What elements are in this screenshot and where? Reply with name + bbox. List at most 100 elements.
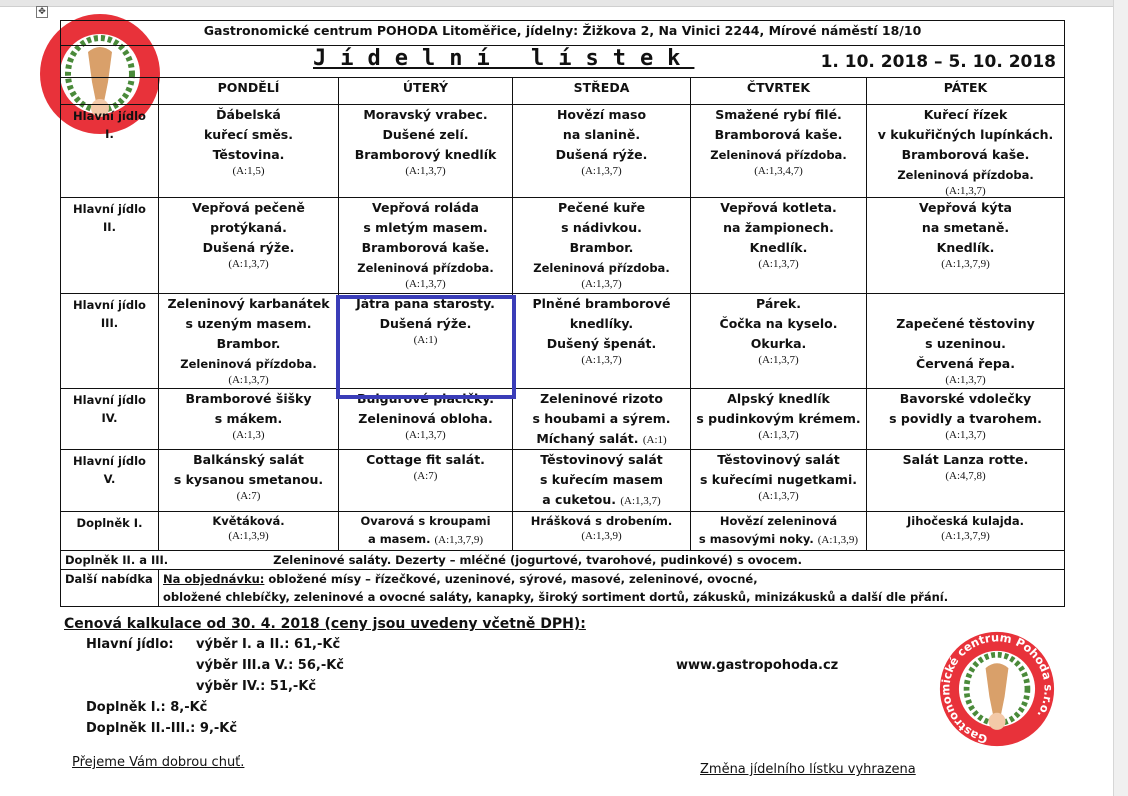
dish-text: Hovězí maso [556,107,647,122]
dish-text: Zeleninová přízdoba. [710,148,847,162]
dish-text: Zeleninová přízdoba. [897,168,1034,182]
order-label: Na objednávku: [163,572,265,586]
dish-line: Plněné bramborové [513,294,690,314]
menu-cell[interactable]: Alpský knedlík s pudinkovým krémem. (A:1,3… [690,388,867,450]
dish-line: s uzeným masem. [159,314,338,334]
dish-text: na smetaně. [921,220,1010,235]
menu-cell[interactable]: Hrášková s drobením. (A:1,3,9) [512,511,691,551]
dish-text: Zeleninová obloha. [358,411,493,426]
menu-cell[interactable]: Vepřová kýta na smetaně. Knedlík. (A:1,3,7,… [865,197,1066,294]
allergen-info: (A:1,3,7) [405,278,446,290]
menu-cell[interactable]: Zeleninové rizoto s houbami a sýrem. Mícha… [512,388,691,450]
menu-cell[interactable]: Salát Lanza rotte. (A:4,7,8) [865,449,1066,512]
dish-text: knedlíky. [569,316,634,331]
dish-line: Párek. [691,294,866,314]
wish-text: Přejeme Vám dobrou chuť. [72,755,245,770]
menu-cell[interactable]: Balkánský salát s kysanou smetanou. (A:7) [158,449,339,512]
menu-cell[interactable]: Moravský vrabec. Dušené zelí. Bramborový k… [338,104,513,198]
menu-cell[interactable]: Bramborové šišky s mákem. (A:1,3) [158,388,339,450]
dish-text: Vepřová kýta [919,200,1012,215]
menu-cell[interactable]: Jihočeská kulajda. (A:1,3,7,9) [865,511,1066,551]
allergen-info: (A:1,3,7) [228,374,269,386]
dish-text: Jihočeská kulajda. [906,514,1025,528]
menu-cell[interactable]: Játra pana starosty. Dušená rýže. (A:1) [338,293,513,389]
menu-cell[interactable]: Hovězí zeleninová s masovými noky. (A:1,3… [690,511,867,551]
dish-text: Dušená rýže. [555,147,648,162]
dish-line: Zeleninová přízdoba. [513,258,690,278]
dish-text: Čočka na kyselo. [719,316,838,331]
menu-cell[interactable]: Těstovinový salát s kuřecím masem a cuketo… [512,449,691,512]
dish-line: Cottage fit salát. [339,450,512,470]
dish-line: a cuketou. (A:1,3,7) [513,490,690,510]
row-label: Doplněk I. [60,511,159,551]
dish-text: a cuketou. [542,492,617,507]
menu-cell[interactable]: Smažené rybí filé. Bramborová kaše. Zeleni… [690,104,867,198]
menu-cell[interactable]: Kuřecí řízek v kukuřičných lupínkách. Bram… [865,104,1066,198]
menu-cell[interactable]: Bavorské vdolečky s povidly a tvarohem. (A… [865,388,1066,450]
menu-cell[interactable]: Pečené kuře s nádivkou. Brambor. Zeleninová… [512,197,691,294]
dish-text: s kysanou smetanou. [173,472,324,487]
menu-cell[interactable]: Těstovinový salát s kuřecími nugetkami. (A… [690,449,867,512]
row-label-text: Hlavní jídlo [73,109,146,123]
disclaimer-text: Změna jídelního lístku vyhrazena [700,762,916,777]
allergen-info: (A:1,3,7) [405,165,446,177]
dish-text: s kuřecím masem [539,472,664,487]
row-label-text: Hlavní jídlo [73,393,146,407]
price-1: výběr I. a II.: 61,-Kč [196,637,341,652]
dish-text: Brambor. [216,336,281,351]
allergen-info: (A:1,3,7,9) [434,534,484,546]
dish-text: Zeleninové rizoto [540,391,663,406]
menu-cell[interactable]: Hovězí maso na slanině. Dušená rýže. (A:1,3… [512,104,691,198]
dish-line: na smetaně. [867,218,1064,238]
menu-cell[interactable]: Vepřová kotleta. na žampionech. Knedlík. (A… [690,197,867,294]
menu-heading: Jídelní lístek [313,46,695,71]
menu-cell[interactable]: Květáková. (A:1,3,9) [158,511,339,551]
dish-text: Dušená rýže. [379,316,472,331]
dish-text: Zeleninová přízdoba. [357,261,494,275]
dish-text: Zeleninový karbanátek [167,296,330,311]
allergen-info: (A:1,3,7) [758,490,799,502]
menu-cell[interactable]: Vepřová pečeně protýkaná. Dušená rýže. (A:1… [158,197,339,294]
price-main-label: Hlavní jídlo: [86,637,174,652]
menu-cell[interactable]: Plněné bramborové knedlíky. Dušený špenát.… [512,293,691,389]
heading-cell: Jídelní lístek 1. 10. 2018 – 5. 10. 2018 [59,45,1066,78]
row-label-text: Hlavní jídlo [73,202,146,216]
dish-line: Dušený špenát. [513,334,690,354]
dish-text: Dušená rýže. [202,240,295,255]
allergen-info: (A:1,3,7) [620,495,661,507]
menu-cell[interactable]: Vepřová roláda s mletým masem. Bramborová … [338,197,513,294]
website-link[interactable]: www.gastropohoda.cz [676,658,839,673]
table-move-handle[interactable]: ✥ [36,6,48,18]
row-label-text: I. [105,127,114,141]
dish-text: Zapečené těstoviny [896,316,1035,331]
dish-line: Bramborová kaše. [867,145,1064,165]
dish-text: s uzeninou. [925,336,1006,351]
dish-line: Bavorské vdolečky [867,389,1064,409]
dish-line: Alpský knedlík [691,389,866,409]
dish-text: Dušený špenát. [546,336,657,351]
price-2: výběr III.a V.: 56,-Kč [196,658,345,673]
dish-line: Dušené zelí. [339,125,512,145]
dish-line: Játra pana starosty. [339,294,512,314]
dish-text: Párek. [756,296,801,311]
menu-cell[interactable]: Zeleninový karbanátek s uzeným masem. Bram… [158,293,339,389]
menu-cell[interactable]: Párek. Čočka na kyselo. Okurka. (A:1,3,7) [690,293,867,389]
dish-line: s kuřecím masem [513,470,690,490]
dish-line: v kukuřičných lupínkách. [867,125,1064,145]
menu-cell[interactable]: Cottage fit salát. (A:7) [338,449,513,512]
day-header: STŘEDA [512,77,691,105]
dish-line: Jihočeská kulajda. [867,512,1064,530]
dish-text: Moravský vrabec. [363,107,488,122]
dish-text: Knedlík. [936,240,995,255]
dish-text: Cottage fit salát. [366,452,485,467]
other-offer-row: Další nabídka Na objednávku: obložené mís… [60,569,1066,607]
menu-cell[interactable]: Ovarová s kroupami a masem. (A:1,3,7,9) [338,511,513,551]
dish-line: Bramborová kaše. [691,125,866,145]
menu-cell[interactable]: Ďábelská kuřecí směs. Těstovina. (A:1,5) [158,104,339,198]
price-addon-2: Doplněk II.-III.: 9,-Kč [86,721,238,736]
menu-cell[interactable]: Zapečené těstoviny s uzeninou. Červená řep… [865,293,1066,389]
dish-text: Těstovina. [212,147,285,162]
menu-cell[interactable]: Bulgurové placičky. Zeleninová obloha. (A:… [338,388,513,450]
dish-line: Knedlík. [867,238,1064,258]
dish-line: Vepřová kýta [867,198,1064,218]
